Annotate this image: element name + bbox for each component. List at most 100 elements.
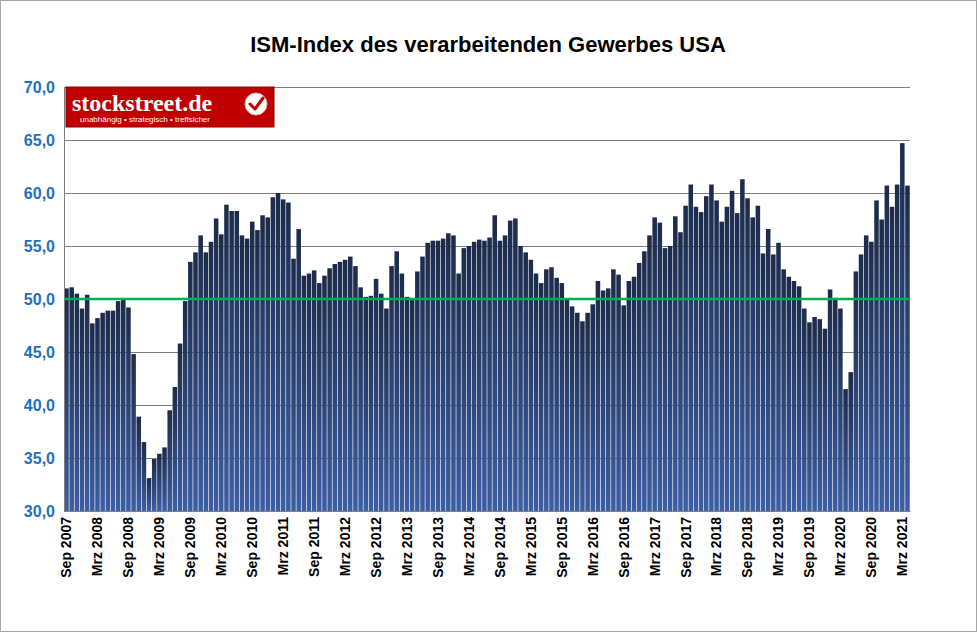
x-tick: Sep 2009 [182, 517, 198, 578]
y-tick-label: 55,0 [24, 238, 55, 255]
bar [456, 274, 461, 511]
bar [756, 206, 761, 511]
bar [874, 200, 879, 511]
bar [895, 185, 900, 511]
grid-line [64, 193, 910, 194]
bar [575, 313, 580, 511]
bar [900, 143, 905, 511]
bar [183, 301, 188, 511]
x-tick-label: Sep 2013 [430, 517, 446, 578]
x-tick-label: Mrz 2015 [523, 517, 539, 576]
logo: stockstreet.deunabhängig • strategisch •… [66, 87, 274, 127]
x-tick: Mrz 2015 [523, 517, 539, 576]
bar [265, 217, 270, 511]
bar [296, 229, 301, 511]
x-tick-label: Sep 2018 [739, 517, 755, 578]
bar [451, 235, 456, 511]
bar [730, 191, 735, 511]
bar [111, 311, 116, 511]
bar [209, 242, 214, 511]
bar [745, 198, 750, 511]
x-tick: Sep 2014 [492, 517, 508, 578]
bar [400, 274, 405, 511]
bar [121, 299, 126, 511]
bar [580, 321, 585, 511]
x-tick: Mrz 2016 [585, 517, 601, 576]
bar [193, 252, 198, 511]
bar [539, 283, 544, 511]
x-tick: Mrz 2017 [647, 517, 663, 576]
bar [611, 269, 616, 511]
x-tick-label: Sep 2015 [554, 517, 570, 578]
y-tick-label: 70,0 [24, 79, 55, 96]
bar [823, 329, 828, 511]
bar [771, 254, 776, 511]
bar [405, 297, 410, 511]
bar [627, 281, 632, 511]
bar [828, 289, 833, 511]
bar [859, 254, 864, 511]
y-tick-label: 60,0 [24, 185, 55, 202]
x-tick-label: Mrz 2011 [275, 517, 291, 576]
x-tick-label: Mrz 2018 [708, 517, 724, 576]
x-tick-label: Mrz 2017 [647, 517, 663, 576]
bar [482, 241, 487, 511]
x-tick-label: Mrz 2014 [461, 517, 477, 576]
bar [219, 234, 224, 511]
bar [843, 389, 848, 511]
y-tick: 40,0 [24, 397, 64, 414]
bar [740, 179, 745, 511]
bar [467, 246, 472, 511]
bar [513, 218, 518, 511]
x-tick: Sep 2020 [863, 517, 879, 578]
y-axis: 30,035,040,045,050,055,060,065,070,0 [24, 79, 65, 520]
bar [425, 243, 430, 511]
bar [719, 222, 724, 511]
grid-line [64, 299, 910, 300]
threshold-line [64, 298, 910, 301]
bar [817, 319, 822, 511]
bar [848, 372, 853, 511]
x-tick: Sep 2019 [801, 517, 817, 578]
bar [436, 241, 441, 511]
bar [142, 442, 147, 511]
bar [75, 294, 80, 511]
bar [704, 196, 709, 511]
bar [565, 299, 570, 511]
y-tick-label: 30,0 [24, 503, 55, 520]
x-tick: Mrz 2021 [894, 517, 910, 576]
bar [776, 243, 781, 511]
grid-line [64, 140, 910, 141]
bar [271, 197, 276, 511]
bar [462, 248, 467, 511]
x-tick-label: Sep 2020 [863, 517, 879, 578]
bar [652, 217, 657, 511]
x-axis: Sep 2007Mrz 2008Sep 2008Mrz 2009Sep 2009… [58, 512, 910, 578]
bar [106, 311, 111, 511]
x-tick: Sep 2012 [368, 517, 384, 578]
bar [353, 266, 358, 511]
x-tick: Sep 2016 [616, 517, 632, 578]
y-tick-label: 65,0 [24, 132, 55, 149]
bar [601, 291, 606, 511]
bar [905, 186, 910, 511]
bar [632, 277, 637, 511]
bar [410, 298, 415, 511]
bar [596, 281, 601, 511]
bar [689, 185, 694, 511]
y-tick-label: 45,0 [24, 344, 55, 361]
bar [766, 229, 771, 511]
x-tick-label: Mrz 2010 [213, 517, 229, 576]
bar [606, 288, 611, 511]
y-tick-label: 50,0 [24, 291, 55, 308]
bar [312, 270, 317, 511]
x-tick: Mrz 2008 [89, 517, 105, 576]
bar [503, 235, 508, 511]
bar [348, 257, 353, 511]
bar [69, 287, 74, 511]
bar [131, 354, 136, 511]
bar [250, 222, 255, 511]
x-tick: Sep 2018 [739, 517, 755, 578]
bar [389, 266, 394, 511]
bar [694, 207, 699, 511]
